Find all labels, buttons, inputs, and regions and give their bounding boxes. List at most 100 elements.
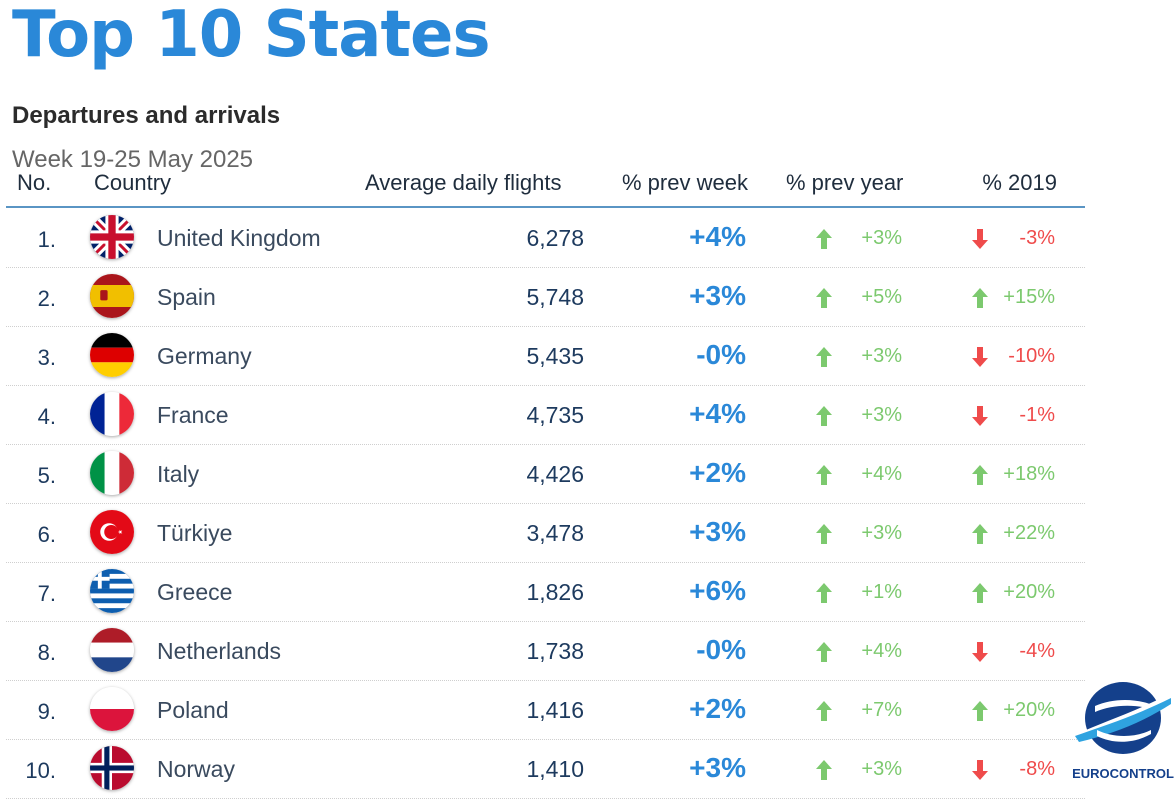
row-number: 4. [37,404,56,429]
arrow-down-icon [972,347,988,367]
row-number: 10. [25,758,56,783]
avg-daily-flights: 6,278 [526,225,584,251]
row-number: 9. [37,699,56,724]
arrow-down-icon [972,406,988,426]
table-row: 8. Netherlands 1,738 -0% +4% -4% [6,622,1085,681]
greece-flag-icon [90,569,134,613]
prev-year-change: +3% [861,522,902,544]
table-row: 2. Spain 5,748 +3% +5% +15% [6,268,1085,327]
country-name: Spain [157,284,216,310]
country-name: Türkiye [157,520,233,546]
eurocontrol-logo-icon [1073,676,1173,786]
netherlands-flag-icon [90,628,134,672]
vs-2019-change: +18% [1003,463,1055,485]
prev-week-change: -0% [696,339,746,370]
poland-flag-icon [90,687,134,731]
arrow-up-icon [816,583,832,603]
vs-2019-change: -1% [1019,404,1055,426]
avg-daily-flights: 1,410 [526,756,584,782]
italy-flag-icon [90,451,134,495]
logo-text: EUROCONTROL [1072,766,1174,781]
header-country: Country [94,170,172,195]
arrow-up-icon [816,642,832,662]
prev-week-change: +2% [689,693,746,724]
table-row: 3. Germany 5,435 -0% +3% -10% [6,327,1085,386]
prev-year-change: +1% [861,581,902,603]
country-name: Poland [157,697,229,723]
country-name: Italy [157,461,200,487]
arrow-up-icon [972,701,988,721]
country-name: France [157,402,229,428]
vs-2019-change: -10% [1008,345,1055,367]
turkiye-flag-icon [90,510,134,554]
arrow-up-icon [816,760,832,780]
avg-daily-flights: 4,735 [526,402,584,428]
prev-week-change: +3% [689,752,746,783]
country-name: Germany [157,343,252,369]
arrow-up-icon [816,288,832,308]
arrow-down-icon [972,229,988,249]
vs-2019-change: +22% [1003,522,1055,544]
country-name: Norway [157,756,235,782]
vs-2019-change: +20% [1003,699,1055,721]
row-number: 7. [37,581,56,606]
table-row: 1. United Kingdom 6,278 +4% +3% -3% [6,209,1085,268]
row-number: 2. [37,286,56,311]
row-number: 6. [37,522,56,547]
arrow-up-icon [816,701,832,721]
avg-daily-flights: 1,738 [526,638,584,664]
arrow-down-icon [972,642,988,662]
row-number: 8. [37,640,56,665]
header-no: No. [17,170,52,195]
header-prev-year: % prev year [786,170,904,195]
table-row: 4. France 4,735 +4% +3% -1% [6,386,1085,445]
germany-flag-icon [90,333,134,377]
prev-week-change: +6% [689,575,746,606]
arrow-up-icon [816,465,832,485]
arrow-up-icon [972,524,988,544]
prev-week-change: +4% [689,398,746,429]
states-table: 1. United Kingdom 6,278 +4% +3% -3% 2. Spain 5,7… [6,209,1085,799]
country-name: United Kingdom [157,225,321,251]
arrow-up-icon [816,347,832,367]
vs-2019-change: +20% [1003,581,1055,603]
arrow-up-icon [816,406,832,426]
spain-flag-icon [90,274,134,318]
row-number: 1. [37,227,56,252]
avg-daily-flights: 5,748 [526,284,584,310]
prev-week-change: +3% [689,280,746,311]
table-row: 9. Poland 1,416 +2% +7% +20% [6,681,1085,740]
page-subtitle: Departures and arrivals [12,102,281,129]
vs-2019-change: +15% [1003,286,1055,308]
prev-year-change: +3% [861,404,902,426]
table-row: 7. Greece 1,826 +6% +1% +20% [6,563,1085,622]
avg-daily-flights: 3,478 [526,520,584,546]
table-header: No. Country Average daily flights % prev… [6,166,1085,208]
table-row: 5. Italy 4,426 +2% +4% +18% [6,445,1085,504]
table-row: 6. Türkiye 3,478 +3% +3% +22% [6,504,1085,563]
prev-week-change: +3% [689,516,746,547]
prev-year-change: +3% [861,345,902,367]
uk-flag-icon [90,215,134,259]
country-name: Greece [157,579,233,605]
arrow-up-icon [816,229,832,249]
week-range: Week 19-25 May 2025 [12,146,254,173]
prev-week-change: +4% [689,221,746,252]
arrow-up-icon [816,524,832,544]
prev-year-change: +3% [861,227,902,249]
prev-week-change: -0% [696,634,746,665]
prev-year-change: +4% [861,640,902,662]
page-title: Top 10 States [12,0,491,72]
avg-daily-flights: 5,435 [526,343,584,369]
header-avg-flights: Average daily flights [365,170,562,195]
row-number: 5. [37,463,56,488]
country-name: Netherlands [157,638,282,664]
prev-year-change: +7% [861,699,902,721]
row-number: 3. [37,345,56,370]
avg-daily-flights: 4,426 [526,461,584,487]
arrow-up-icon [972,583,988,603]
prev-week-change: +2% [689,457,746,488]
arrow-up-icon [972,288,988,308]
header-prev-week: % prev week [622,170,748,195]
norway-flag-icon [90,746,134,790]
